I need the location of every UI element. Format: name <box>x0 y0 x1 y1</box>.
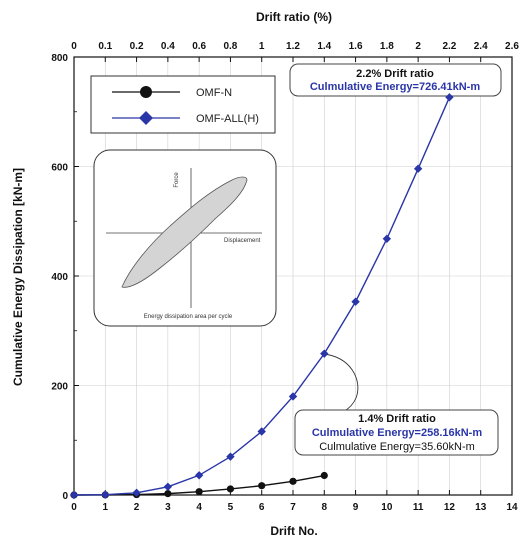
legend-marker-omf-n <box>140 86 152 98</box>
top-tick-label: 1.6 <box>349 41 363 52</box>
data-point-omf-all-h <box>351 297 360 306</box>
data-point-omf-all-h <box>132 488 141 498</box>
data-point-omf-n <box>226 485 235 493</box>
x-tick-label: 0 <box>71 502 77 513</box>
top-tick-label: 0.8 <box>223 41 237 52</box>
x-tick-label: 11 <box>413 502 424 513</box>
inset-force-label: Force <box>174 172 180 188</box>
y-tick-label: 600 <box>51 163 68 174</box>
x-tick-label: 2 <box>134 502 140 513</box>
inset-displacement-label: Displacement <box>224 238 261 244</box>
x-tick-label: 7 <box>290 502 296 513</box>
annotation-top-line2: Culmulative Energy=726.41kN-m <box>310 81 480 93</box>
y-tick-label: 800 <box>51 53 68 64</box>
top-tick-label: 0.6 <box>192 41 206 52</box>
top-axis-ticks: 0 0.1 0.2 0.4 0.6 0.8 1 1.2 1.4 1.6 1.8 2 2.2 2.4 2.6 <box>71 41 519 62</box>
x-tick-label: 9 <box>353 502 359 513</box>
annotation-top-box <box>289 63 502 97</box>
x-tick-label: 14 <box>506 502 518 513</box>
data-point-omf-all-h <box>445 93 454 102</box>
annotation-1-4-percent: 1.4% Drift ratio Culmulative Energy=258.… <box>294 409 499 456</box>
x-tick-label: 5 <box>228 502 234 513</box>
hysteresis-inset: Force Displacement Energy dissipation ar… <box>93 149 277 327</box>
annotation-top-line1: 2.2% Drift ratio <box>356 68 434 80</box>
x-tick-label: 4 <box>196 502 202 513</box>
top-tick-label: 2.6 <box>505 41 519 52</box>
legend-marker-omf-all <box>139 111 153 125</box>
x-tick-label: 6 <box>259 502 265 513</box>
x-tick-label: 13 <box>475 502 487 513</box>
top-tick-label: 2.2 <box>442 41 456 52</box>
annotation-bottom-line2: Culmulative Energy=258.16kN-m <box>312 427 482 439</box>
series-layer <box>69 93 454 500</box>
y-axis-ticks: 0 200 400 600 800 <box>51 53 79 502</box>
top-tick-label: 1.4 <box>317 41 331 52</box>
data-point-omf-all-h <box>194 471 204 480</box>
legend-box <box>90 75 276 134</box>
y-tick-label: 0 <box>62 491 68 502</box>
top-tick-label: 0.2 <box>130 41 144 52</box>
top-axis-title: Drift ratio (%) <box>256 10 332 24</box>
x-axis-title: Drift No. <box>270 524 317 538</box>
data-point-omf-n <box>258 482 266 490</box>
annotation-bottom-line1: 1.4% Drift ratio <box>358 413 436 425</box>
annotation-2-2-percent: 2.2% Drift ratio Culmulative Energy=726.… <box>289 63 502 97</box>
data-point-omf-all-h <box>288 392 298 401</box>
y-tick-label: 200 <box>51 382 68 393</box>
legend: OMF-N OMF-ALL(H) <box>90 75 276 134</box>
data-point-omf-n <box>289 477 297 485</box>
annotation-connector <box>322 353 359 419</box>
x-tick-label: 3 <box>165 502 171 513</box>
x-tick-label: 8 <box>322 502 328 513</box>
x-tick-label: 10 <box>381 502 393 513</box>
top-tick-label: 0.4 <box>161 41 175 52</box>
annotation-bottom-box <box>294 409 499 456</box>
top-tick-label: 1 <box>259 41 265 52</box>
top-tick-label: 1.2 <box>286 41 300 52</box>
data-point-omf-n <box>320 471 328 480</box>
top-tick-label: 2.4 <box>474 41 488 52</box>
legend-label-omf-n: OMF-N <box>196 87 232 99</box>
data-point-omf-all-h <box>413 164 423 173</box>
y-axis-title: Cumulative Energy Dissipation [kN-m] <box>11 168 25 386</box>
data-point-omf-n <box>195 488 203 496</box>
inset-caption: Energy dissipation area per cycle <box>144 314 233 320</box>
top-tick-label: 0 <box>71 41 77 52</box>
data-point-omf-n <box>164 490 172 498</box>
data-point-omf-all-h <box>320 349 329 358</box>
data-point-omf-all-h <box>382 234 392 243</box>
legend-label-omf-all: OMF-ALL(H) <box>196 113 259 125</box>
data-point-omf-all-h <box>257 427 266 436</box>
top-tick-label: 1.8 <box>380 41 394 52</box>
top-tick-label: 0.1 <box>98 41 112 52</box>
annotation-bottom-line3: Culmulative Energy=35.60kN-m <box>319 441 475 453</box>
x-tick-label: 1 <box>103 502 109 513</box>
data-point-omf-all-h <box>101 490 110 499</box>
top-tick-label: 2 <box>415 41 421 52</box>
hysteresis-loop <box>121 176 248 288</box>
x-tick-label: 12 <box>444 502 456 513</box>
data-point-omf-all-h <box>226 452 235 461</box>
y-tick-label: 400 <box>51 272 68 283</box>
data-point-omf-all-h <box>69 490 79 500</box>
data-point-omf-all-h <box>163 482 173 491</box>
